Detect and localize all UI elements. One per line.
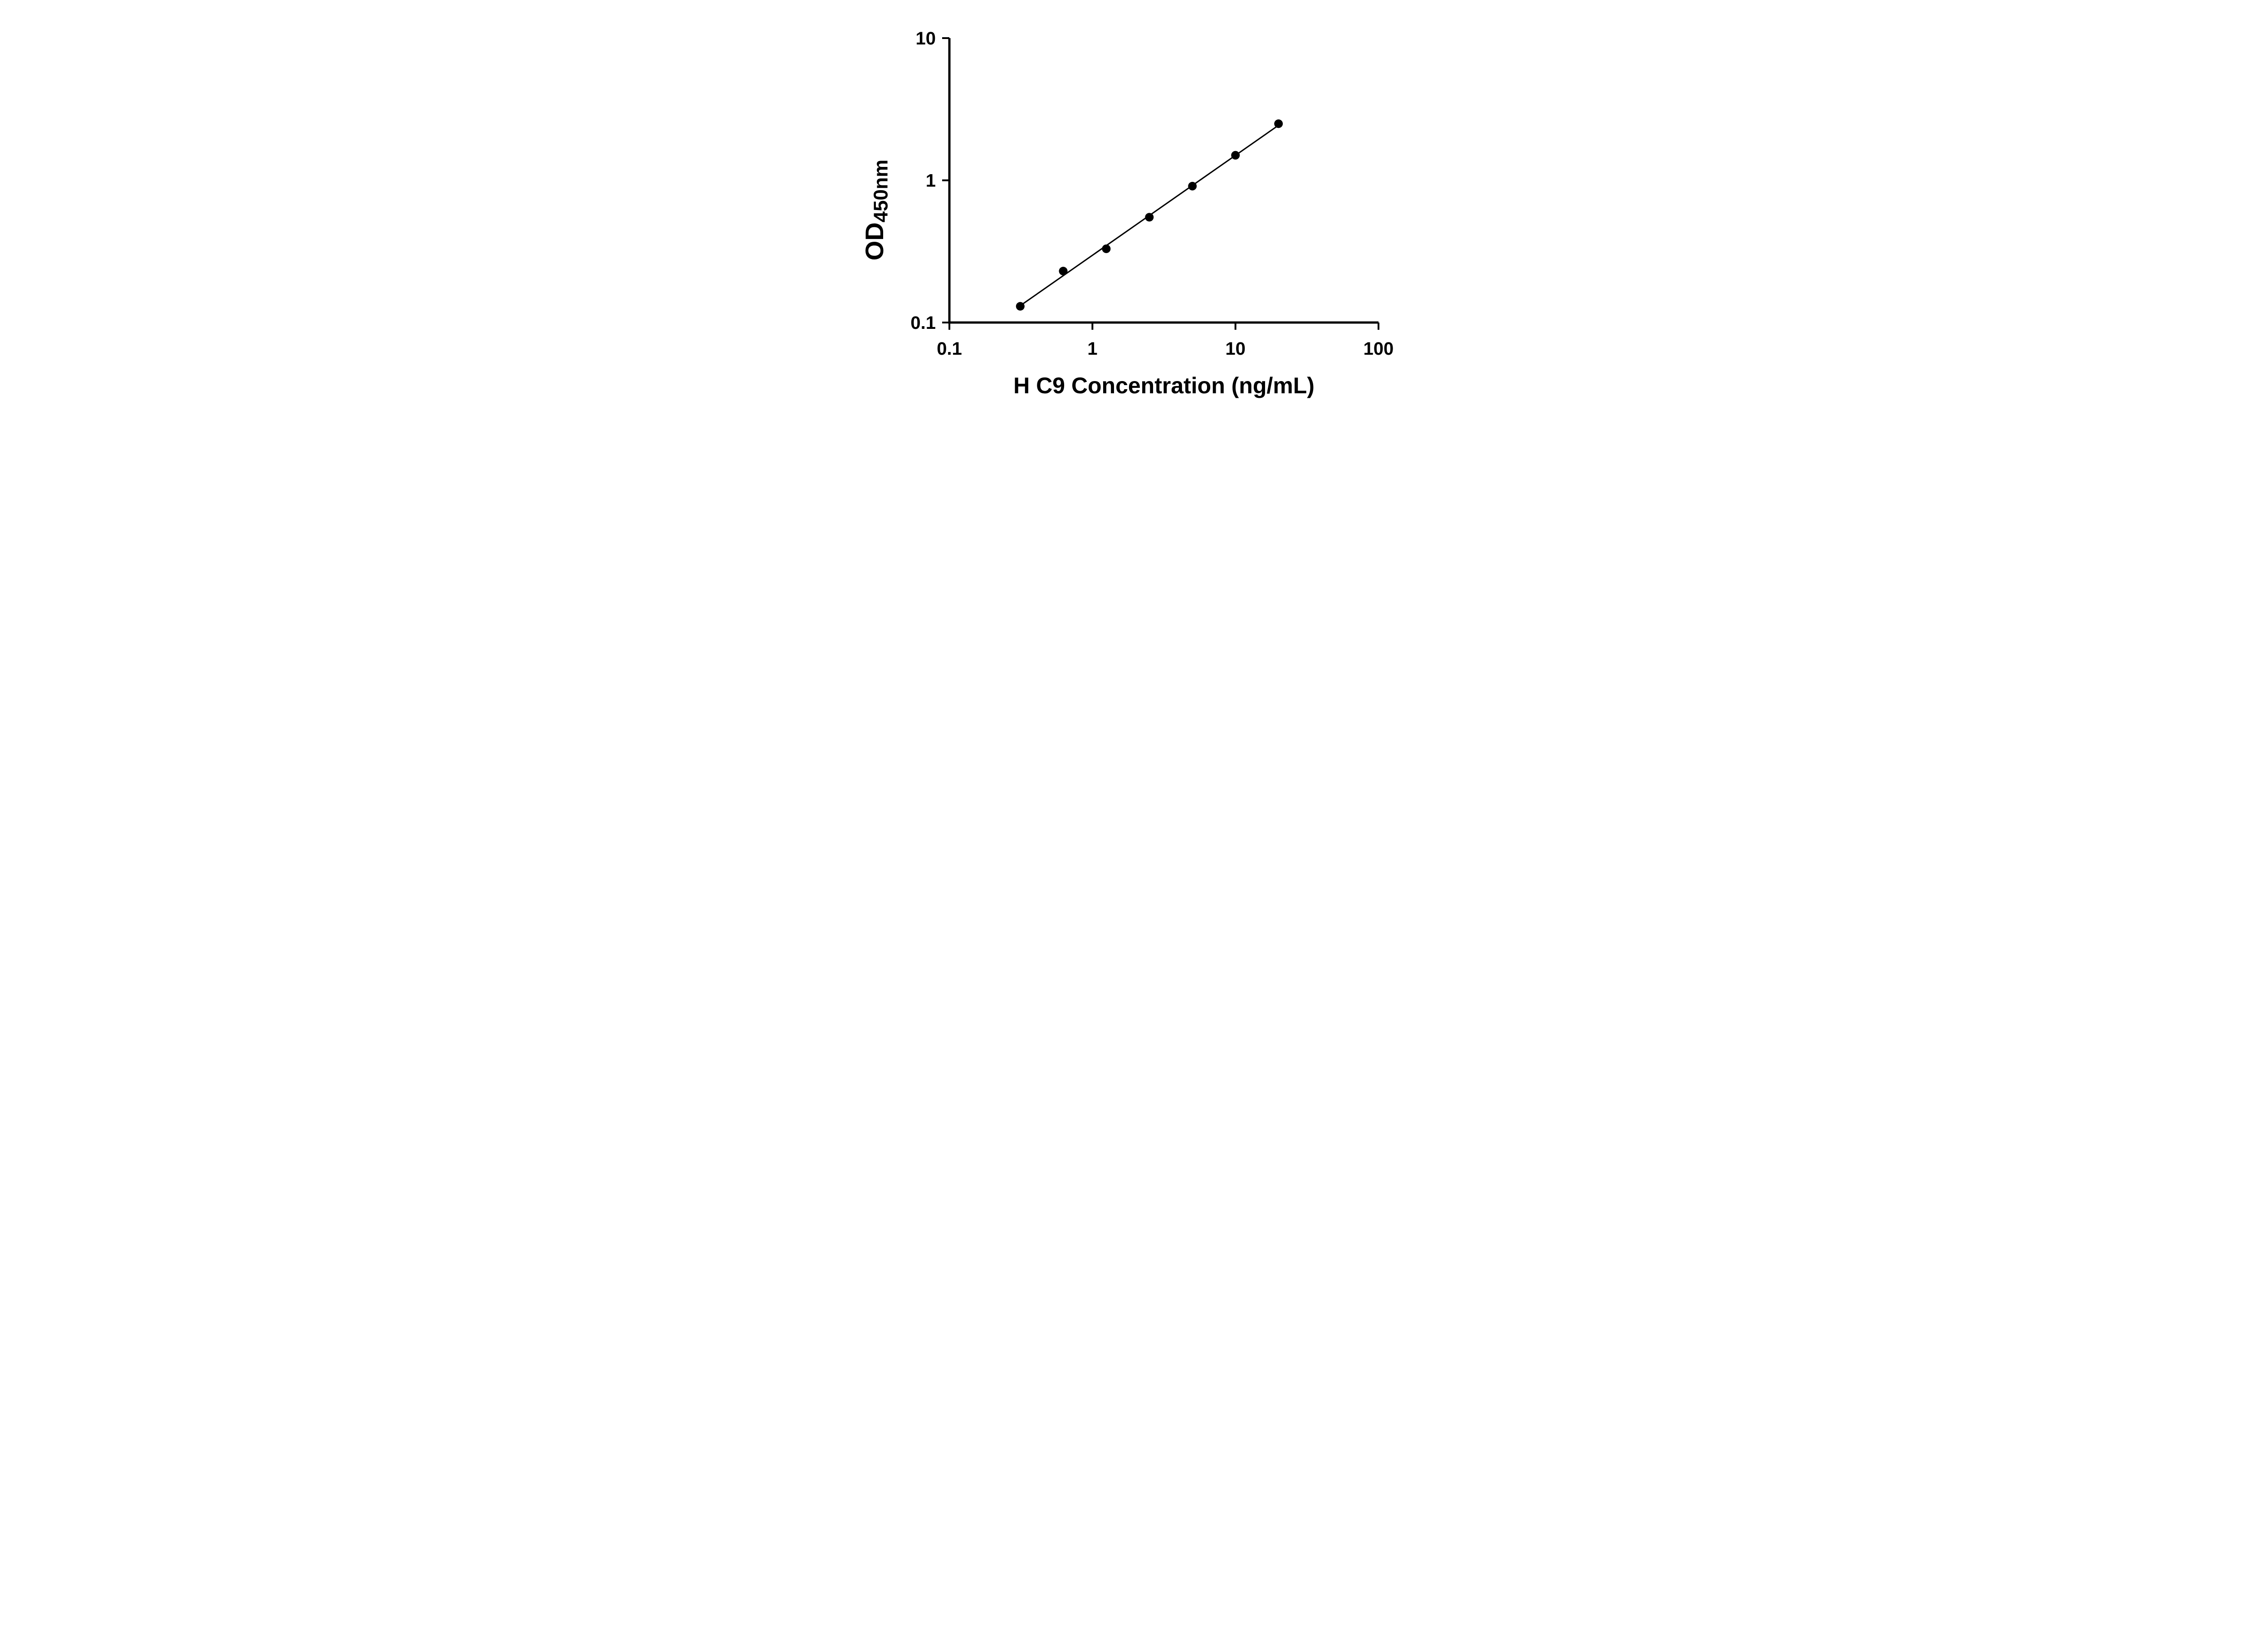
x-tick-label: 1	[1087, 339, 1097, 359]
data-point	[1145, 213, 1154, 222]
chart-figure: 0.1 1 10 100 0.1 1 10 H C9 Concentration (ng/m…	[848, 0, 1420, 408]
y-axis-title: OD450nm	[860, 159, 892, 261]
y-tick-label: 1	[926, 171, 936, 191]
data-point	[1016, 302, 1025, 311]
chart-page: 0.1 1 10 100 0.1 1 10 H C9 Concentration (ng/m…	[848, 0, 1420, 408]
y-axis-title-main: OD	[860, 222, 889, 261]
x-tick-label: 100	[1364, 339, 1394, 359]
x-tick-label: 0.1	[937, 339, 962, 359]
data-point	[1231, 151, 1240, 160]
y-tick-label: 0.1	[910, 313, 936, 333]
data-point	[1102, 244, 1111, 253]
data-point	[1188, 181, 1197, 191]
y-tick-label: 10	[916, 29, 936, 49]
x-axis-title: H C9 Concentration (ng/mL)	[1013, 373, 1315, 398]
standard-curve-chart: 0.1 1 10 100 0.1 1 10	[910, 29, 1394, 359]
axes	[948, 38, 1378, 324]
x-tick-label: 10	[1225, 339, 1246, 359]
data-point	[1274, 119, 1283, 128]
data-point	[1059, 267, 1068, 276]
y-axis-title-sub: 450nm	[870, 159, 892, 223]
